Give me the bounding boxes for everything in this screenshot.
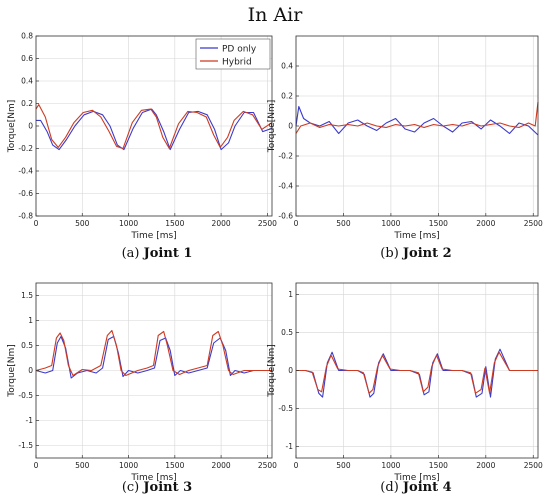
y-tick-label: -0.2 xyxy=(278,152,293,161)
y-tick-label: -1 xyxy=(286,442,294,451)
caption-label: Joint 1 xyxy=(143,246,193,261)
y-tick-label: 0 xyxy=(288,122,293,131)
figure-title: In Air xyxy=(247,4,303,26)
x-tick-label: 2500 xyxy=(524,461,543,470)
caption-prefix: (c) xyxy=(121,480,144,495)
y-tick-label: -0.2 xyxy=(18,144,33,153)
y-tick-label: -1.5 xyxy=(18,441,33,450)
legend-label: PD only xyxy=(222,45,257,55)
x-tick-label: 2000 xyxy=(212,461,231,470)
x-tick-label: 1000 xyxy=(381,461,400,470)
y-tick-label: 1.5 xyxy=(21,291,33,300)
legend: PD only Hybrid xyxy=(195,38,271,70)
caption-label: Joint 4 xyxy=(402,480,452,495)
caption-prefix: (a) xyxy=(121,246,144,261)
x-tick-label: 0 xyxy=(34,461,39,470)
chart-panel-4: 0 500 1000 1500 2000 2500 -1 -0.5 0 0.5 1 Time [ms]… xyxy=(267,282,543,483)
x-tick-label: 2000 xyxy=(212,219,231,228)
x-tick-label: 1000 xyxy=(381,219,400,228)
y-tick-label: 1 xyxy=(28,316,33,325)
x-tick-label: 500 xyxy=(75,461,90,470)
chart-panel-3: 0 500 1000 1500 2000 2500 -1.5 -1 -0.5 0 0.5 1 1.5 Ti… xyxy=(7,282,277,483)
y-tick-label: 0.6 xyxy=(21,54,33,63)
y-tick-label: 0.8 xyxy=(21,32,33,41)
y-axis-label: Torque[Nm] xyxy=(267,344,277,398)
y-tick-label: 0.4 xyxy=(281,62,293,71)
legend-box xyxy=(195,38,271,70)
x-tick-label: 1500 xyxy=(429,461,448,470)
series-line-hybrid xyxy=(296,351,538,394)
y-tick-label: 1 xyxy=(288,290,293,299)
series-line-pd-only xyxy=(296,348,538,398)
y-tick-label: -0.4 xyxy=(18,167,33,176)
y-tick-label: 0 xyxy=(28,366,33,375)
x-axis-label: Time [ms] xyxy=(130,473,176,483)
x-tick-label: 1500 xyxy=(429,219,448,228)
x-tick-label: 2500 xyxy=(258,461,277,470)
series-line-hybrid xyxy=(35,329,272,377)
x-tick-label: 1500 xyxy=(165,461,184,470)
caption-joint-4: (d) Joint 4 xyxy=(316,480,516,495)
x-tick-label: 2500 xyxy=(524,219,543,228)
y-tick-label: 0.2 xyxy=(21,99,33,108)
caption-prefix: (b) xyxy=(380,246,403,261)
series-line-pd-only xyxy=(36,108,273,151)
series-line-pd-only xyxy=(35,335,272,379)
caption-joint-2: (b) Joint 2 xyxy=(316,246,516,261)
chart-panel-1: 0 500 1000 1500 2000 2500 -0.8 -0.6 -0.4 -0.2 0 0.2… xyxy=(7,32,277,242)
x-tick-label: 1000 xyxy=(119,219,138,228)
series-line-hybrid xyxy=(35,104,273,150)
x-tick-label: 0 xyxy=(294,461,299,470)
caption-label: Joint 2 xyxy=(402,246,452,261)
chart-panel-2: 0 500 1000 1500 2000 2500 -0.6 -0.4 -0.2 0 0.2 0.4 T… xyxy=(267,35,543,241)
y-axis-label: Torque[Nm] xyxy=(7,344,17,398)
x-tick-label: 2000 xyxy=(476,461,495,470)
y-tick-label: 0.5 xyxy=(21,341,33,350)
y-axis-label: Torque[Nm] xyxy=(7,100,17,154)
y-tick-label: 0.4 xyxy=(21,77,33,86)
legend-label: Hybrid xyxy=(222,58,252,68)
x-axis-label: Time [ms] xyxy=(130,231,176,241)
y-tick-label: 0.2 xyxy=(281,92,293,101)
x-tick-label: 2000 xyxy=(476,219,495,228)
x-axis-label: Time [ms] xyxy=(393,473,439,483)
x-tick-label: 0 xyxy=(294,219,299,228)
x-axis-label: Time [ms] xyxy=(393,231,439,241)
x-tick-label: 1500 xyxy=(165,219,184,228)
caption-joint-3: (c) Joint 3 xyxy=(57,480,257,495)
x-tick-label: 2500 xyxy=(258,219,277,228)
caption-prefix: (d) xyxy=(380,480,403,495)
y-tick-label: -0.5 xyxy=(18,391,33,400)
y-tick-label: -0.6 xyxy=(278,212,293,221)
y-tick-label: -0.8 xyxy=(18,212,33,221)
x-tick-label: 1000 xyxy=(119,461,138,470)
x-tick-label: 500 xyxy=(336,219,351,228)
y-tick-label: 0 xyxy=(288,366,293,375)
caption-joint-1: (a) Joint 1 xyxy=(57,246,257,261)
x-tick-label: 500 xyxy=(336,461,351,470)
caption-label: Joint 3 xyxy=(143,480,193,495)
y-tick-label: 0 xyxy=(28,122,33,131)
series-line-pd-only xyxy=(295,105,539,136)
y-tick-label: -1 xyxy=(26,416,34,425)
y-tick-label: 0.5 xyxy=(281,328,293,337)
y-tick-label: -0.6 xyxy=(18,189,33,198)
y-axis-label: Torque[Nm] xyxy=(267,100,277,154)
y-tick-label: -0.4 xyxy=(278,182,293,191)
y-tick-label: -0.5 xyxy=(278,404,293,413)
x-tick-label: 0 xyxy=(34,219,39,228)
series-line-hybrid xyxy=(295,101,539,134)
x-tick-label: 500 xyxy=(75,219,90,228)
